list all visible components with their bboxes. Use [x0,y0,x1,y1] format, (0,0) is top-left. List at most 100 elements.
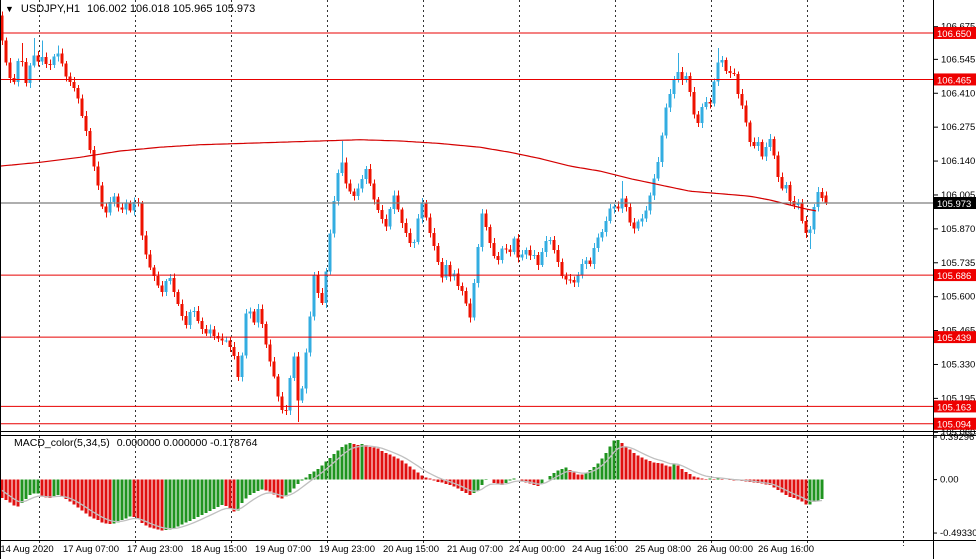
macd-bar [508,479,512,481]
candle [52,56,56,66]
time-axis-label: 14 Aug 2020 [0,544,53,555]
candle [592,248,596,265]
macd-bar [568,469,572,480]
candle [796,202,800,205]
candle [16,60,20,82]
candle [240,355,244,377]
candle [268,344,272,362]
candles-layer [0,11,828,423]
macd-bar [236,479,240,511]
candle [640,218,644,222]
macd-bar [48,479,52,499]
macd-bar [556,470,560,480]
candle [340,162,344,173]
macd-tick-label: -0.493305 [940,528,976,539]
macd-bar [676,465,680,480]
candle [408,233,412,244]
macd-bar [576,474,580,480]
macd-bar [20,479,24,504]
macd-bar [412,469,416,480]
candle [604,221,608,232]
macd-bar [580,474,584,480]
candle [232,346,236,357]
chevron-down-icon[interactable]: ▼ [5,3,14,14]
candle [464,290,468,304]
candle [4,40,8,63]
candle [88,131,92,150]
macd-bar [496,479,500,484]
candle [168,278,172,282]
candle [476,246,480,284]
macd-bar [284,479,288,497]
candle [656,161,660,179]
candle [228,340,232,347]
macd-bar [356,444,360,480]
macd-indicator-label: MACD_color(5,34,5) [14,437,110,449]
price-tick-label: 105.330 [941,359,975,370]
macd-bar [604,452,608,480]
macd-bar [668,466,672,480]
candle [384,218,388,227]
macd-bar [156,479,160,530]
time-axis-label: 25 Aug 08:00 [635,544,691,555]
macd-bar [280,479,284,499]
macd-bar [168,479,172,530]
macd-bar [564,467,568,480]
candle [516,238,520,258]
time-axis-label: 19 Aug 23:00 [319,544,375,555]
candle [444,264,448,278]
macd-bar [420,475,424,480]
candle [736,73,740,94]
candle [508,249,512,252]
candle [760,141,764,157]
candle [276,376,280,397]
candle [732,73,736,75]
candle [220,338,224,341]
macd-bar [784,479,788,495]
candle [492,242,496,257]
macd-bar [624,446,628,480]
macd-bar [244,479,248,499]
macd-bar [80,479,84,511]
candle [808,229,812,234]
macd-bar [44,479,48,498]
macd-bar [248,479,252,495]
candle [304,352,308,389]
candle [404,222,408,234]
macd-bar [292,479,296,489]
time-axis-label: 24 Aug 16:00 [572,544,628,555]
macd-bar [628,449,632,480]
candle [248,311,252,314]
candle [772,139,776,156]
candle [32,55,36,66]
candle [540,252,544,265]
candle [468,303,472,318]
macd-bar [772,479,776,488]
macd-bar [68,479,72,502]
time-axis-label: 18 Aug 15:00 [191,544,247,555]
price-badge-label: 105.094 [937,420,971,431]
candle [596,237,600,249]
candle [472,283,476,318]
macd-bar [652,462,656,480]
macd-bar [336,450,340,480]
macd-bar [132,479,136,518]
price-tick-label: 106.410 [941,88,975,99]
macd-bar [16,479,20,507]
macd-bar [492,479,496,484]
price-tick-label: 105.060 [941,427,975,438]
price-tick-label: 105.600 [941,292,975,303]
candle [780,177,784,189]
macd-bar [584,472,588,480]
candle [712,81,716,104]
candle [332,200,336,234]
candle [812,207,816,230]
candle [260,308,264,324]
candle [96,166,100,186]
candle [576,275,580,283]
candle [512,238,516,252]
macd-bar [340,446,344,480]
candle [300,388,304,401]
